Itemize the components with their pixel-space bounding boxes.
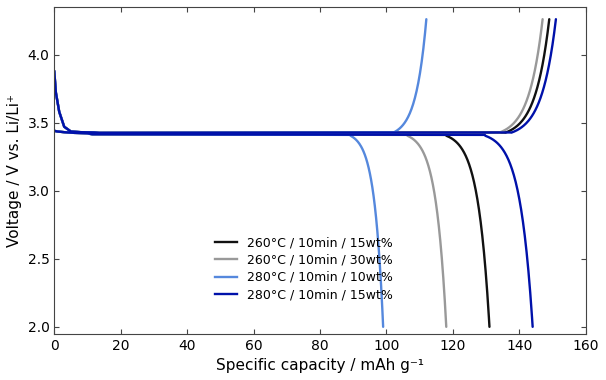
Y-axis label: Voltage / V vs. Li/Li⁺: Voltage / V vs. Li/Li⁺: [7, 94, 22, 247]
X-axis label: Specific capacity / mAh g⁻¹: Specific capacity / mAh g⁻¹: [216, 358, 424, 373]
Legend: 260°C / 10min / 15wt%, 260°C / 10min / 30wt%, 280°C / 10min / 10wt%, 280°C / 10m: 260°C / 10min / 15wt%, 260°C / 10min / 3…: [215, 236, 393, 301]
